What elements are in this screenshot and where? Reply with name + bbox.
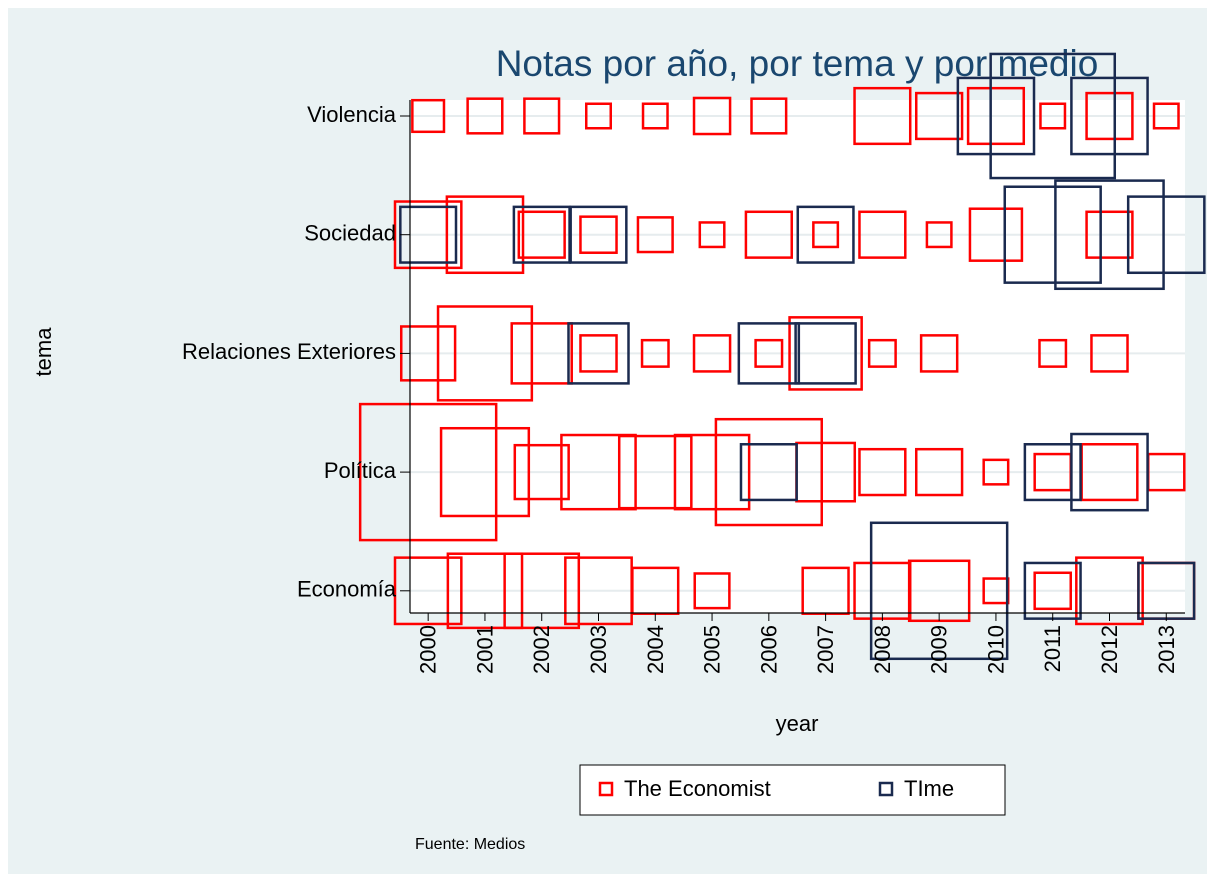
y-tick-label: Economía <box>297 577 397 602</box>
marker <box>919 334 959 373</box>
marker <box>466 97 504 135</box>
x-tick-label: 2012 <box>1097 625 1122 674</box>
marker <box>446 552 524 630</box>
marker <box>436 305 534 402</box>
marker <box>914 447 964 497</box>
marker <box>1085 210 1134 259</box>
marker <box>393 556 463 626</box>
y-tick-label: Relaciones Exteriores <box>182 339 396 364</box>
marker <box>966 86 1026 146</box>
y-tick-label: Política <box>324 458 397 483</box>
marker <box>439 426 531 518</box>
marker <box>636 216 674 254</box>
marker <box>925 221 953 249</box>
marker <box>445 195 525 275</box>
x-tick-label: 2004 <box>643 625 668 674</box>
legend-marker <box>598 781 614 797</box>
legend-box <box>579 764 1006 816</box>
note: Fuente: Medios <box>415 836 525 853</box>
marker <box>982 458 1010 486</box>
x-tick-label: 2013 <box>1154 625 1179 674</box>
marker <box>567 322 630 385</box>
y-tick-label: Sociedad <box>304 221 396 246</box>
x-tick-label: 2010 <box>983 625 1008 674</box>
x-tick-label: 2007 <box>813 625 838 674</box>
x-tick-label: 2003 <box>586 625 611 674</box>
x-axis-label: year <box>776 711 819 736</box>
marker <box>869 521 1009 661</box>
legend-marker <box>878 781 894 797</box>
marker <box>794 322 857 385</box>
marker <box>503 552 581 630</box>
marker <box>1090 334 1129 373</box>
marker <box>1033 571 1072 611</box>
marker <box>698 221 726 249</box>
marker <box>750 97 788 135</box>
marker <box>640 338 670 368</box>
marker <box>956 76 1036 156</box>
x-tick-label: 2008 <box>870 625 895 674</box>
marker <box>585 102 612 130</box>
x-tick-label: 2006 <box>756 625 781 674</box>
marker <box>617 434 693 510</box>
marker <box>744 210 793 259</box>
marker <box>411 98 446 134</box>
marker <box>1023 443 1082 502</box>
marker <box>517 210 566 259</box>
x-tick-label: 2002 <box>529 625 554 674</box>
marker <box>692 334 732 373</box>
marker <box>569 205 628 264</box>
marker <box>510 322 573 385</box>
y-axis-label: tema <box>31 327 56 377</box>
marker <box>788 316 863 391</box>
marker <box>737 322 801 385</box>
x-tick-label: 2001 <box>472 625 497 674</box>
marker <box>1003 185 1102 284</box>
marker <box>523 97 561 135</box>
x-tick-label: 2000 <box>416 625 441 674</box>
marker <box>579 334 618 373</box>
marker <box>692 96 732 136</box>
marker <box>914 91 964 141</box>
marker <box>867 338 897 368</box>
marker <box>858 210 907 259</box>
marker <box>1075 556 1144 626</box>
marker <box>1070 76 1149 156</box>
marker <box>1038 338 1068 368</box>
marker <box>641 102 669 130</box>
marker <box>1039 102 1067 130</box>
marker <box>673 433 751 511</box>
marker <box>1054 179 1165 291</box>
marker <box>989 52 1117 180</box>
marker <box>968 207 1024 262</box>
marker <box>693 572 731 610</box>
marker <box>560 433 637 511</box>
marker <box>853 86 912 146</box>
marker <box>714 417 823 527</box>
marker <box>754 338 784 368</box>
marker <box>858 447 907 497</box>
legend-label: The Economist <box>624 776 771 801</box>
x-tick-label: 2011 <box>1040 625 1065 672</box>
marker <box>796 205 855 264</box>
marker <box>1126 195 1206 275</box>
marker <box>812 221 840 249</box>
y-tick-label: Violencia <box>307 102 397 127</box>
marker <box>513 443 570 501</box>
marker <box>579 215 618 254</box>
x-tick-label: 2005 <box>700 625 725 674</box>
x-tick-label: 2009 <box>927 625 952 674</box>
marker <box>1070 432 1149 512</box>
legend-label: TIme <box>904 776 954 801</box>
marker <box>393 200 463 270</box>
marker <box>1085 91 1134 141</box>
marker <box>358 402 498 542</box>
marker <box>1152 102 1180 130</box>
marker <box>739 443 798 502</box>
